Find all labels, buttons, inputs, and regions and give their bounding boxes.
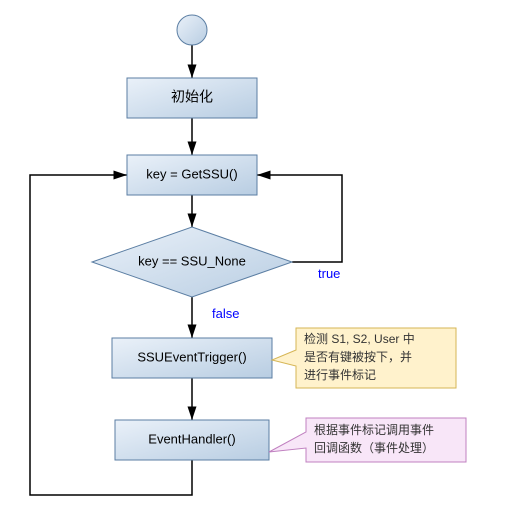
edge-label-decision_false: false (212, 306, 239, 321)
node-getssu-label: key = GetSSU() (146, 166, 237, 181)
node-handler-label: EventHandler() (148, 431, 235, 446)
callout-c1-line-2: 进行事件标记 (304, 368, 376, 382)
node-decision: key == SSU_None (92, 227, 292, 297)
callouts-layer: 检测 S1, S2, User 中是否有键被按下，并进行事件标记根据事件标记调用… (269, 328, 466, 462)
callout-c1-line-1: 是否有键被按下，并 (304, 350, 412, 364)
node-handler: EventHandler() (115, 420, 269, 460)
node-trigger-label: SSUEventTrigger() (137, 349, 246, 364)
node-decision-label: key == SSU_None (138, 253, 246, 268)
callout-c2: 根据事件标记调用事件回调函数（事件处理） (269, 418, 466, 462)
node-init-label: 初始化 (171, 89, 213, 105)
callout-c1: 检测 S1, S2, User 中是否有键被按下，并进行事件标记 (272, 328, 456, 388)
node-trigger: SSUEventTrigger() (112, 338, 272, 378)
callout-c2-line-1: 回调函数（事件处理） (314, 440, 434, 455)
node-init: 初始化 (127, 78, 257, 118)
node-getssu: key = GetSSU() (127, 155, 257, 195)
callout-c2-line-0: 根据事件标记调用事件 (314, 423, 434, 437)
edge-decision_true (257, 175, 342, 262)
node-start (177, 15, 207, 45)
flowchart-canvas: true false 初始化 key = GetSSU() key == SSU_Non… (0, 0, 511, 519)
callout-c1-line-0: 检测 S1, S2, User 中 (304, 331, 415, 346)
edge-label-decision_true: true (318, 266, 340, 281)
